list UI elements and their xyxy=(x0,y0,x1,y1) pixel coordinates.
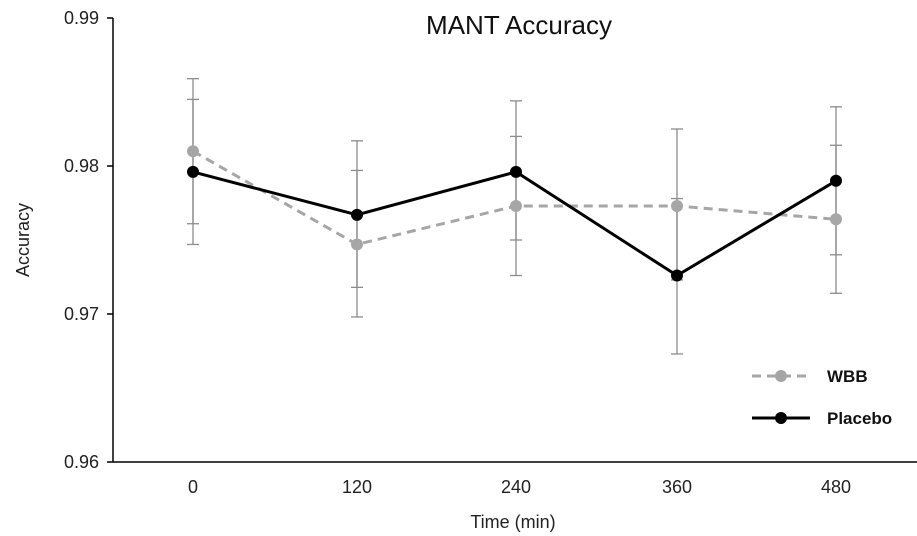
y-tick-label: 0.97 xyxy=(64,304,99,324)
axes: 0.96 0.97 0.98 0.99 0 120 240 360 480 xyxy=(64,8,917,497)
x-axis-title: Time (min) xyxy=(470,512,555,532)
data-point-wbb xyxy=(830,213,842,226)
data-point-wbb xyxy=(187,145,199,158)
error-bars xyxy=(187,78,842,355)
series-points xyxy=(187,145,842,282)
x-tick-label: 240 xyxy=(501,477,531,497)
data-point-placebo xyxy=(510,165,522,178)
x-tick-label: 120 xyxy=(342,477,372,497)
data-point-placebo xyxy=(830,174,842,187)
y-axis-title: Accuracy xyxy=(13,203,33,277)
y-tick-label: 0.96 xyxy=(64,452,99,472)
legend-marker-wbb xyxy=(775,370,787,382)
legend-label-placebo: Placebo xyxy=(827,409,892,428)
chart-title: MANT Accuracy xyxy=(426,10,612,40)
x-tick-label: 480 xyxy=(821,477,851,497)
x-tick-label: 360 xyxy=(662,477,692,497)
y-tick-label: 0.99 xyxy=(64,8,99,28)
legend-marker-placebo xyxy=(775,412,787,424)
legend: WBB Placebo xyxy=(752,367,892,428)
data-point-wbb xyxy=(351,238,363,251)
data-point-placebo xyxy=(351,208,363,221)
data-point-wbb xyxy=(671,199,683,212)
y-tick-label: 0.98 xyxy=(64,156,99,176)
legend-label-wbb: WBB xyxy=(827,367,868,386)
data-point-placebo xyxy=(671,269,683,282)
data-point-placebo xyxy=(187,165,199,178)
series-line-placebo xyxy=(192,170,837,278)
x-tick-label: 0 xyxy=(188,477,198,497)
data-point-wbb xyxy=(510,199,522,212)
